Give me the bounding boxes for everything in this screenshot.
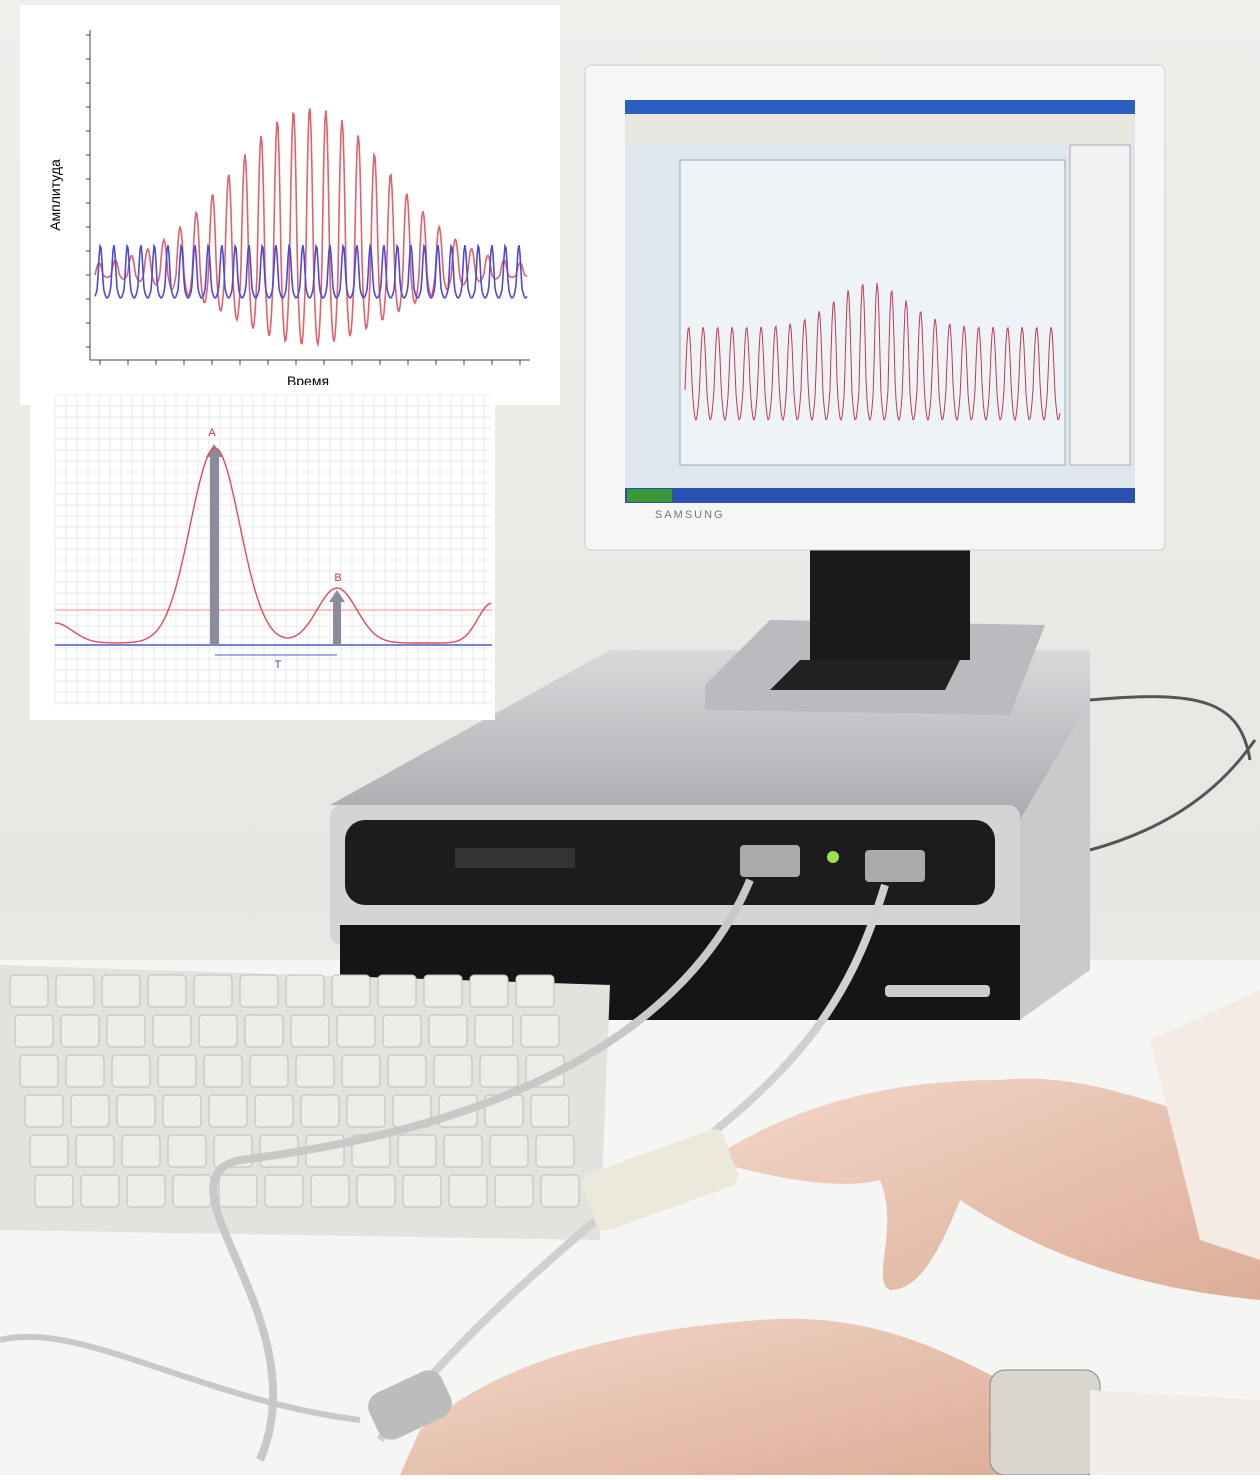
key — [337, 1015, 375, 1047]
key — [531, 1095, 569, 1127]
key — [199, 1015, 237, 1047]
key — [102, 975, 140, 1007]
key — [286, 975, 324, 1007]
key — [25, 1095, 63, 1127]
key — [470, 975, 508, 1007]
key — [250, 1055, 288, 1087]
key — [168, 1135, 206, 1167]
key — [127, 1175, 165, 1207]
arrow-a — [210, 452, 219, 645]
key — [20, 1055, 58, 1087]
key — [516, 975, 554, 1007]
sleeve — [1090, 1390, 1260, 1475]
key — [429, 1015, 467, 1047]
key — [163, 1095, 201, 1127]
key — [301, 1095, 339, 1127]
key — [449, 1175, 487, 1207]
peak-label: A — [208, 427, 216, 439]
key — [480, 1055, 518, 1087]
watch — [990, 1370, 1100, 1475]
key — [291, 1015, 329, 1047]
floppy — [455, 848, 575, 868]
brand: SAMSUNG — [655, 509, 725, 521]
arrow-b — [333, 597, 341, 645]
stand-plate — [770, 660, 960, 690]
key — [209, 1095, 247, 1127]
key — [158, 1055, 196, 1087]
key — [148, 975, 186, 1007]
key — [122, 1135, 160, 1167]
key — [204, 1055, 242, 1087]
key — [61, 1015, 99, 1047]
key — [398, 1135, 436, 1167]
button — [885, 985, 990, 997]
key — [332, 975, 370, 1007]
key — [541, 1175, 579, 1207]
key — [15, 1015, 53, 1047]
key — [240, 975, 278, 1007]
key — [71, 1095, 109, 1127]
key — [521, 1015, 559, 1047]
key — [357, 1175, 395, 1207]
key — [173, 1175, 211, 1207]
title-bar — [625, 100, 1135, 114]
key — [10, 975, 48, 1007]
key — [311, 1175, 349, 1207]
peak-label: B — [334, 572, 341, 584]
start-button — [627, 489, 672, 502]
key — [403, 1175, 441, 1207]
key — [536, 1135, 574, 1167]
key — [347, 1095, 385, 1127]
photo: SAMSUNG Амплитуда Время A B T — [0, 0, 1260, 1475]
key — [35, 1175, 73, 1207]
side-panel — [1070, 145, 1130, 465]
key — [66, 1055, 104, 1087]
interval-label: T — [275, 659, 282, 671]
key — [245, 1015, 283, 1047]
key — [112, 1055, 150, 1087]
key — [117, 1095, 155, 1127]
key — [490, 1135, 528, 1167]
key — [255, 1095, 293, 1127]
key — [194, 975, 232, 1007]
port — [865, 850, 925, 882]
y-axis-label: Амплитуда — [47, 159, 63, 231]
key — [444, 1135, 482, 1167]
key — [76, 1135, 114, 1167]
stand-neck — [810, 545, 970, 660]
toolbar — [625, 114, 1135, 144]
key — [475, 1015, 513, 1047]
key — [296, 1055, 334, 1087]
key — [434, 1055, 472, 1087]
led — [827, 851, 839, 863]
key — [56, 975, 94, 1007]
key — [342, 1055, 380, 1087]
key — [219, 1175, 257, 1207]
key — [424, 975, 462, 1007]
screen-plot — [680, 160, 1065, 465]
taskbar — [625, 488, 1135, 503]
key — [378, 975, 416, 1007]
key — [383, 1015, 421, 1047]
key — [495, 1175, 533, 1207]
port — [740, 845, 800, 877]
key — [153, 1015, 191, 1047]
key — [81, 1175, 119, 1207]
key — [107, 1015, 145, 1047]
key — [265, 1175, 303, 1207]
key — [388, 1055, 426, 1087]
page: SAMSUNG Амплитуда Время A B T (() => { c… — [0, 0, 1260, 1480]
key — [30, 1135, 68, 1167]
